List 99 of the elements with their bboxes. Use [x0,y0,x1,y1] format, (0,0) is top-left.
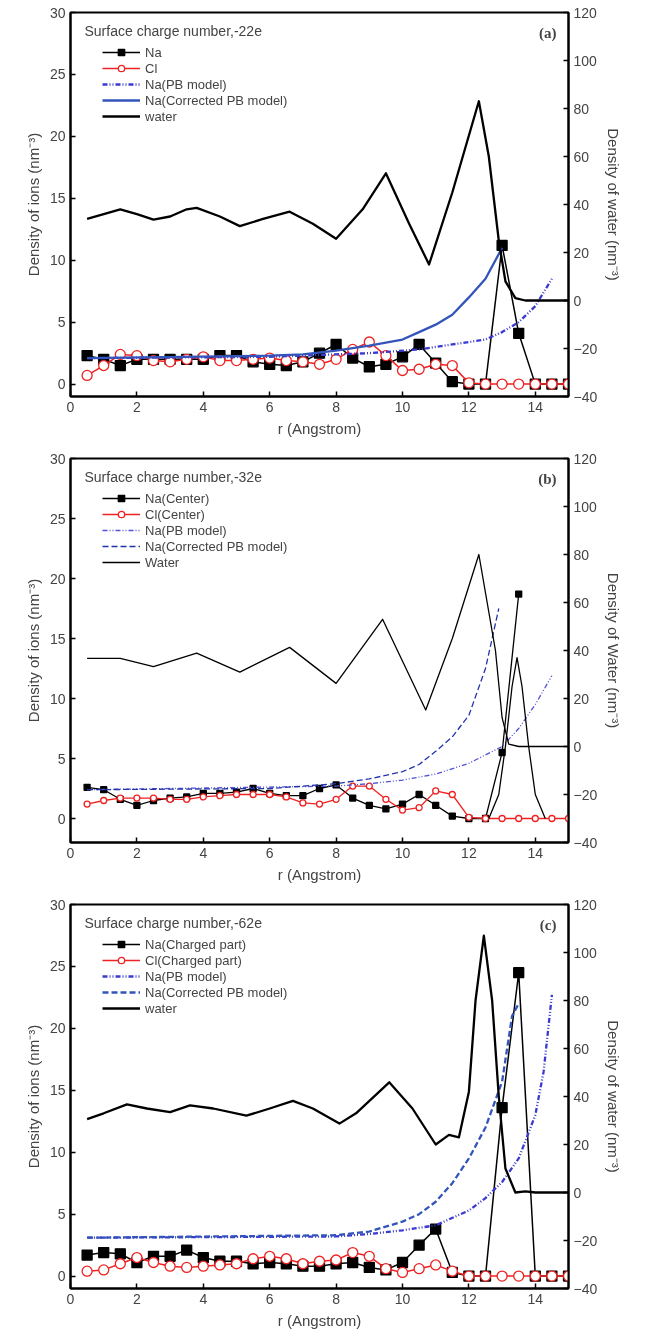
y2-tick-label: 0 [573,1184,582,1201]
x-axis-title: r (Angstrom) [277,1311,362,1329]
y2-tick-label: 120 [573,4,598,21]
y-tick-label: 30 [49,450,66,467]
y2-tick-label: 100 [573,498,598,515]
y2-tick-label: 100 [573,944,598,961]
x-tick-label: 2 [133,398,142,415]
x-tick-label: 14 [527,844,544,861]
y2-tick-label: 40 [573,1088,590,1105]
legend-label: Na(Corrected PB model) [145,984,288,1000]
y-axis-title: Density of ions (nm⁻³) [24,1024,42,1169]
x-tick-label: 10 [394,844,411,861]
y-tick-label: 0 [57,810,66,827]
y-tick-label: 30 [49,4,66,21]
y2-tick-label: 60 [573,1040,590,1057]
x-tick-label: 8 [332,1290,341,1307]
y-tick-label: 20 [49,1020,66,1037]
annotation: (c) [539,916,557,934]
y2-tick-label: 120 [573,450,598,467]
annotation: Surface charge number,-22e [84,22,263,39]
x-axis-title: r (Angstrom) [277,865,362,883]
legend-label: Na(Corrected PB model) [145,92,288,108]
annotation: (a) [539,24,557,42]
y2-tick-label: 60 [573,148,590,165]
x-tick-label: 8 [332,398,341,415]
y2-tick-label: 20 [573,690,590,707]
y-tick-label: 5 [57,314,66,331]
legend-label: Cl(Charged part) [145,952,242,968]
x-tick-label: 4 [199,1290,208,1307]
y2-tick-label: 80 [573,100,590,117]
legend-label: Na(Corrected PB model) [145,538,288,554]
x-tick-label: 10 [394,1290,411,1307]
y2-tick-label: 20 [573,1136,590,1153]
y2-tick-label: −40 [573,1280,598,1297]
y-axis-title: Density of ions (nm⁻³) [24,132,42,277]
legend-label: Cl(Center) [145,506,205,522]
y2-tick-label: 60 [573,594,590,611]
y2-tick-label: −20 [573,1232,598,1249]
annotation: Surface charge number,-62e [84,914,263,931]
y2-axis-title: Density of Water (nm⁻³) [605,572,623,729]
x-tick-label: 12 [461,398,477,415]
y2-tick-label: −40 [573,388,598,405]
legend-label: Na [145,44,163,60]
y2-tick-label: 120 [573,896,598,913]
x-tick-label: 6 [265,844,274,861]
legend-label: Na(PB model) [145,522,227,538]
legend-label: Na(PB model) [145,76,227,92]
y-tick-label: 20 [49,570,66,587]
x-tick-label: 2 [133,1290,142,1307]
y-tick-label: 5 [57,750,66,767]
y-tick-label: 5 [57,1206,66,1223]
y2-tick-label: 0 [573,738,582,755]
x-tick-label: 6 [265,398,274,415]
y2-tick-label: 80 [573,992,590,1009]
annotation: Surface charge number,-32e [84,468,263,485]
y-tick-label: 10 [49,1144,66,1161]
y-tick-label: 15 [49,630,66,647]
y2-tick-label: 0 [573,292,582,309]
y-tick-label: 20 [49,128,66,145]
y2-tick-label: 40 [573,196,590,213]
x-tick-label: 14 [527,398,544,415]
legend-label: water [145,108,177,124]
legend-label: Na(Center) [145,490,210,506]
legend-label: Cl [145,60,159,76]
x-tick-label: 8 [332,844,341,861]
y2-tick-label: 100 [573,52,598,69]
y2-tick-label: −40 [573,834,598,851]
y-tick-label: 10 [49,252,66,269]
y2-tick-label: 20 [573,244,590,261]
x-tick-label: 4 [199,398,208,415]
x-tick-label: 10 [394,398,411,415]
y-axis-title: Density of ions (nm⁻³) [24,578,42,723]
x-tick-label: 4 [199,844,208,861]
y-tick-label: 15 [49,190,66,207]
y2-axis-title: Density of water (nm⁻³) [605,1020,623,1173]
y-tick-label: 10 [49,690,66,707]
y-tick-label: 25 [49,66,66,83]
y-tick-label: 25 [49,958,66,975]
x-axis-title: r (Angstrom) [277,419,362,437]
x-tick-label: 6 [265,1290,274,1307]
x-tick-label: 12 [461,844,477,861]
legend-label: Na(Charged part) [145,936,247,952]
legend-label: Water [145,554,180,570]
legend-label: Na(PB model) [145,968,227,984]
y-tick-label: 15 [49,1082,66,1099]
x-tick-label: 14 [527,1290,544,1307]
y2-axis-title: Density of water (nm⁻³) [605,128,623,281]
y-tick-label: 30 [49,896,66,913]
x-tick-label: 12 [461,1290,477,1307]
y2-tick-label: −20 [573,340,598,357]
y2-tick-label: 40 [573,642,590,659]
y-tick-label: 25 [49,510,66,527]
y-tick-label: 0 [57,1268,66,1285]
y2-tick-label: −20 [573,786,598,803]
y2-tick-label: 80 [573,546,590,563]
y-tick-label: 0 [57,376,66,393]
annotation: (b) [538,470,557,488]
x-tick-label: 2 [133,844,142,861]
legend-label: water [145,1000,177,1016]
